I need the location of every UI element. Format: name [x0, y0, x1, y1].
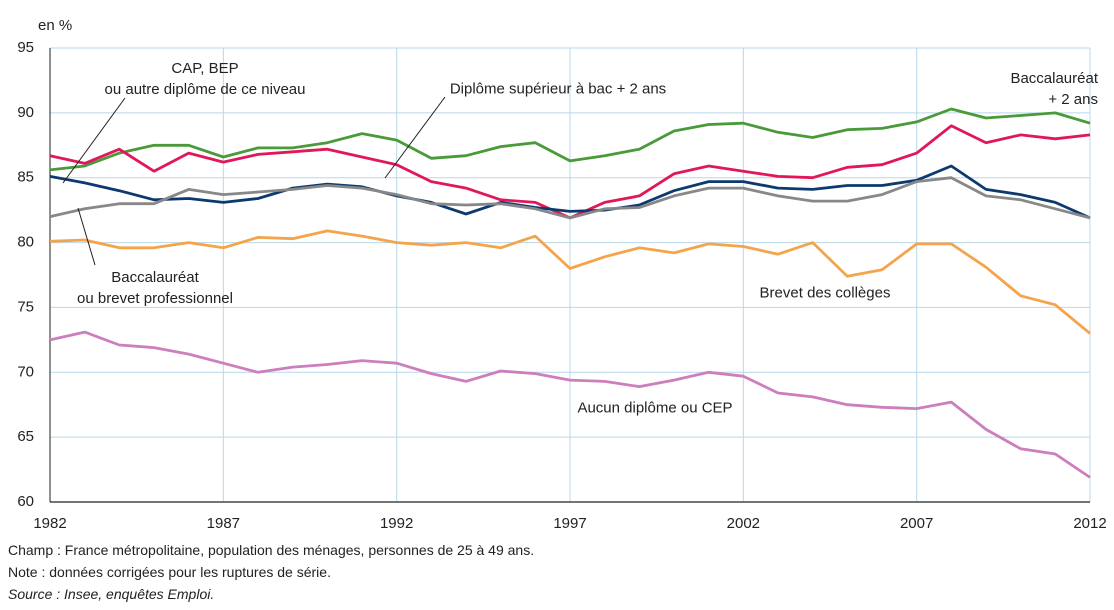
- x-tick-label: 2007: [900, 515, 933, 532]
- series-line: [49, 330, 1091, 479]
- x-tick-label: 1987: [207, 515, 240, 532]
- footnote: Note : données corrigées pour les ruptur…: [8, 564, 331, 580]
- series-label: Aucun diplôme ou CEP: [577, 399, 733, 417]
- leader-line: [62, 97, 126, 184]
- series-label: Brevet des collèges: [759, 284, 891, 302]
- y-tick-label: 85: [17, 169, 34, 186]
- x-tick-label: 2012: [1073, 515, 1106, 532]
- footnote: Source : Insee, enquêtes Emploi.: [8, 586, 215, 602]
- y-tick-label: 60: [17, 493, 34, 510]
- y-tick-label: 65: [17, 428, 34, 445]
- series-line: [49, 176, 1091, 220]
- series-label: CAP, BEP ou autre diplôme de ce niveau: [104, 60, 306, 98]
- series-label: Baccalauréat + 2 ans: [1010, 70, 1098, 108]
- x-tick-label: 1992: [380, 515, 413, 532]
- y-tick-label: 80: [17, 234, 34, 251]
- y-unit-label: en %: [38, 17, 72, 34]
- y-tick-label: 75: [17, 298, 34, 315]
- leader-line: [384, 96, 446, 179]
- x-tick-label: 1982: [33, 515, 66, 532]
- series-label: Baccalauréat ou brevet professionnel: [77, 269, 233, 307]
- y-tick-label: 95: [17, 39, 34, 56]
- x-tick-label: 2002: [727, 515, 760, 532]
- leader-line: [77, 207, 96, 266]
- y-tick-label: 90: [17, 104, 34, 121]
- y-tick-label: 70: [17, 363, 34, 380]
- footnote: Champ : France métropolitaine, populatio…: [8, 542, 535, 558]
- x-tick-label: 1997: [553, 515, 586, 532]
- series-line: [49, 107, 1091, 172]
- series-line: [49, 229, 1091, 335]
- series-label: Diplôme supérieur à bac + 2 ans: [449, 80, 667, 98]
